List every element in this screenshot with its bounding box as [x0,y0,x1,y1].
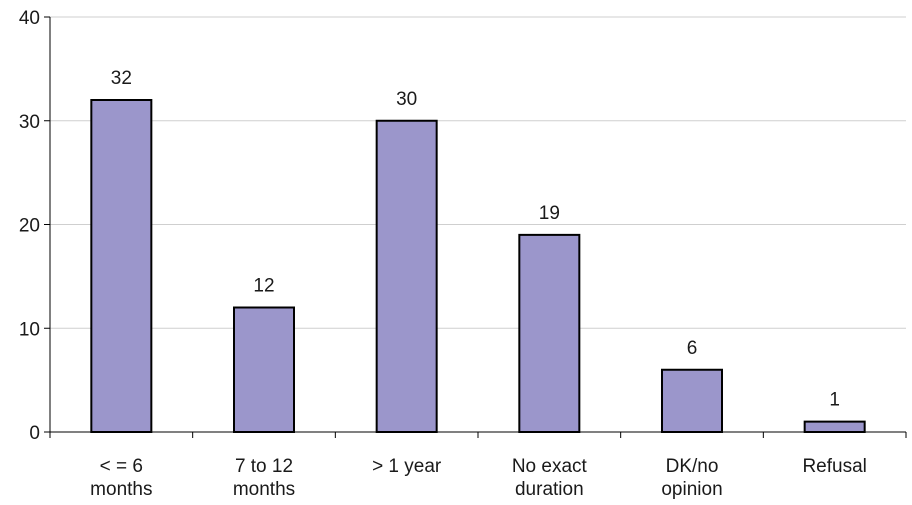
x-tick-label: < = 6 months [90,456,152,500]
data-label: 19 [539,203,560,224]
y-tick-label: 40 [19,8,40,29]
x-tick-label-line: < = 6 [100,456,143,477]
data-labels: 32 12 30 19 6 1 [111,68,840,411]
data-label: 30 [396,89,417,110]
x-tick-label-line: months [90,479,152,500]
bar [233,306,295,433]
x-tick-label-line: duration [515,479,584,500]
data-label: 1 [829,390,840,411]
x-tick-label: No exact duration [512,456,588,500]
x-tick-label-line: months [233,479,295,500]
y-tick-label: 10 [19,319,40,340]
x-tick-label-line: DK/no [666,456,719,477]
y-tick-label: 0 [29,423,40,444]
x-tick-label-line: Refusal [802,456,866,477]
x-tick-label: > 1 year [372,456,442,477]
data-label: 32 [111,68,132,89]
gridlines [50,16,906,329]
bar [661,368,723,433]
x-tick-label-line: opinion [661,479,722,500]
y-axis-ticks: 0 10 20 30 40 [19,8,50,444]
bar [375,119,438,433]
bar [90,99,153,433]
x-tick-label-line: No exact [512,456,588,477]
x-tick-label-line: 7 to 12 [235,456,293,477]
x-tick-label: 7 to 12 months [233,456,295,500]
data-label: 6 [687,338,698,359]
bar [803,420,866,433]
x-tick-label: DK/no opinion [661,456,722,500]
x-tick-label-line: > 1 year [372,456,442,477]
y-tick-label: 20 [19,216,40,237]
data-label: 12 [253,276,274,297]
bar [518,233,581,433]
y-tick-label: 30 [19,112,40,133]
x-tick-label: Refusal [802,456,866,477]
bars [90,99,866,433]
